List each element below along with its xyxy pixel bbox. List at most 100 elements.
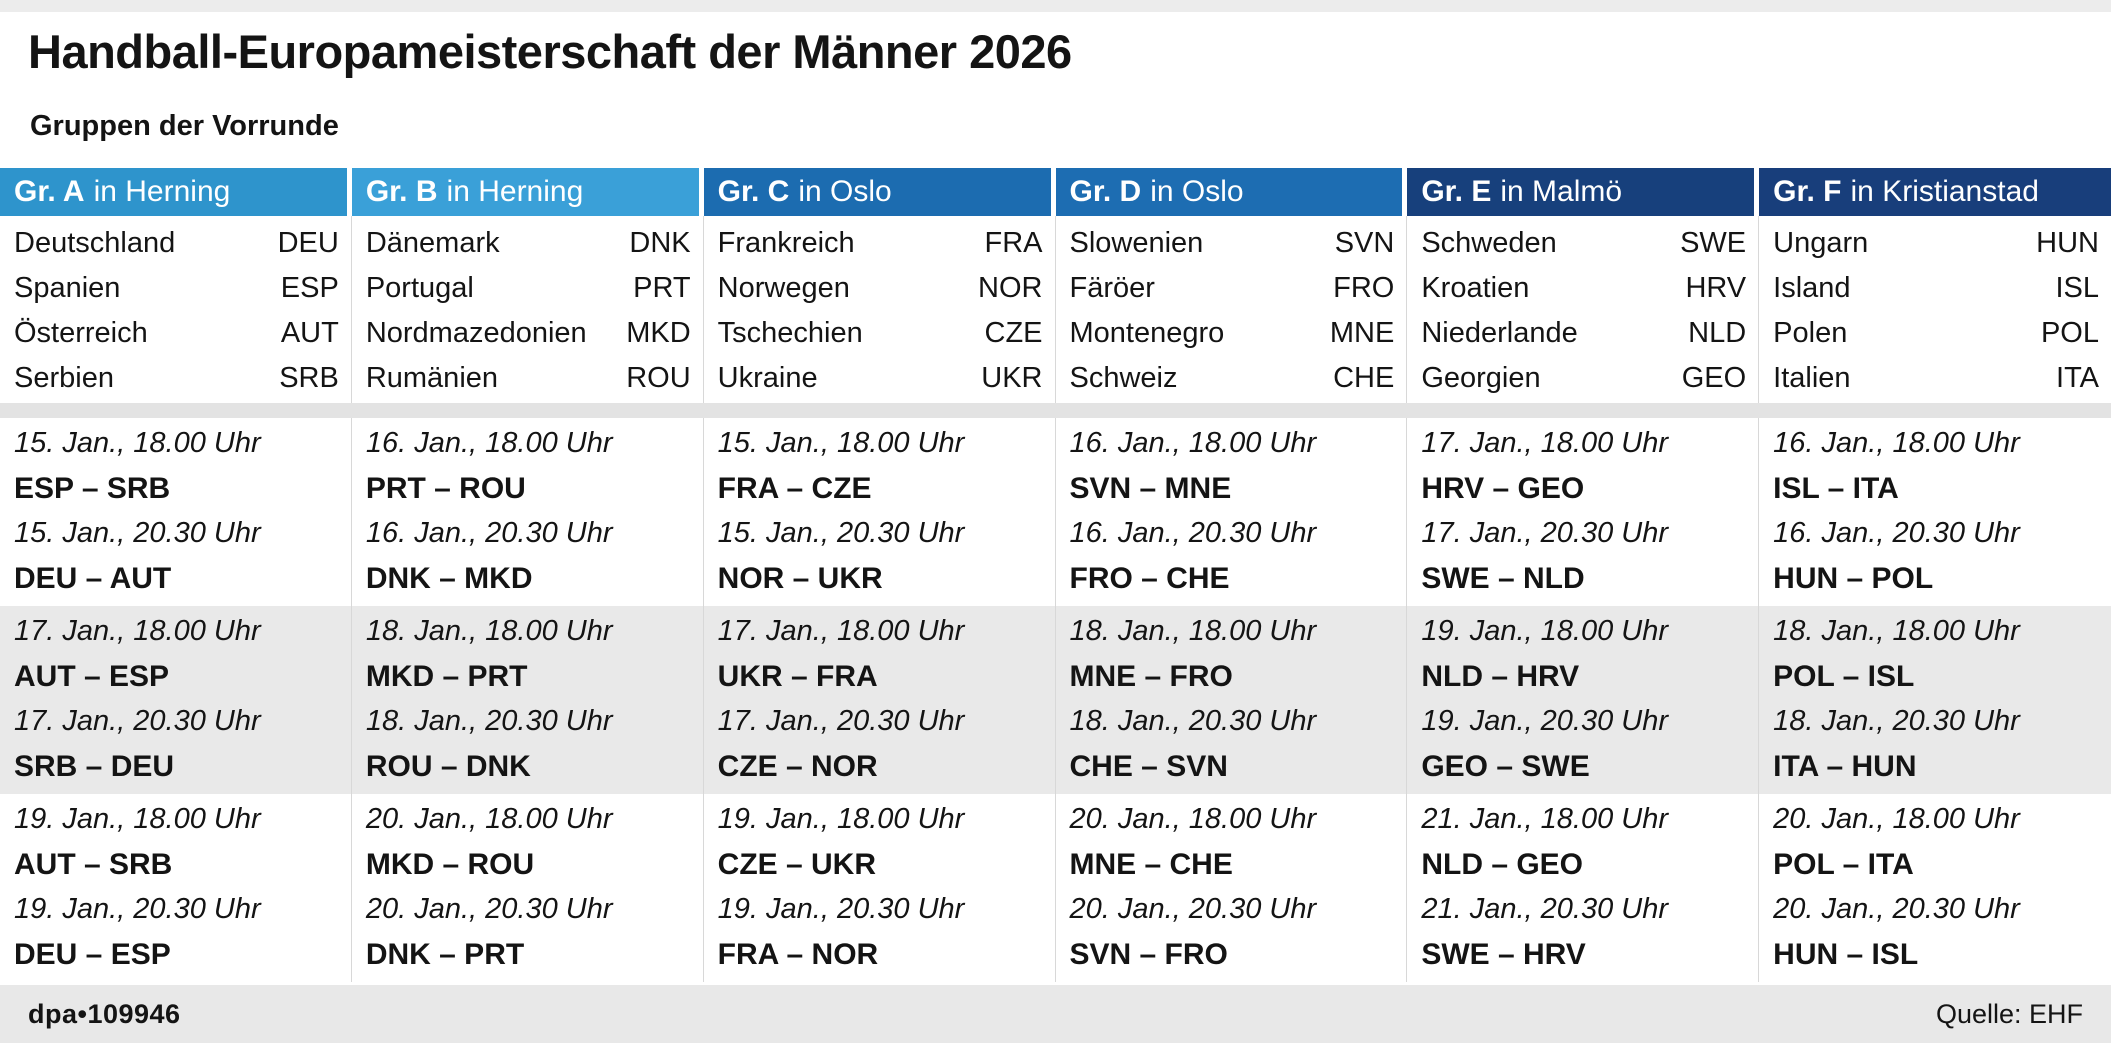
match-pairing: SRB – DEU	[14, 750, 175, 783]
team-code: SRB	[279, 362, 339, 394]
team-row: Schweden SWE	[1421, 221, 1746, 266]
team-code: CZE	[984, 317, 1043, 349]
groups-table: Gr. A in Herning Gr. B in Herning Gr. C …	[0, 168, 2111, 982]
team-name: Niederlande	[1421, 317, 1578, 349]
group-teams-column-c: Frankreich FRA Norwegen NOR Tschechien CZE …	[704, 216, 1056, 403]
match-date: 16. Jan., 20.30 Uhr	[365, 517, 613, 549]
group-venue: in Herning	[93, 175, 231, 208]
team-code: MNE	[1329, 317, 1395, 349]
match-pairing: POL – ITA	[1773, 848, 1914, 881]
team-code: ESP	[280, 272, 339, 304]
group-header-a: Gr. A in Herning	[0, 168, 347, 216]
match-date: 21. Jan., 20.30 Uhr	[1421, 893, 1668, 925]
group-schedule-column-a: 15. Jan., 18.00 Uhr ESP – SRB 15. Jan., …	[0, 418, 352, 606]
team-row: Polen POL	[1773, 311, 2099, 356]
team-row: Kroatien HRV	[1421, 266, 1746, 311]
team-code: DEU	[277, 227, 339, 259]
team-name: Norwegen	[717, 272, 850, 304]
match-pairing: HUN – POL	[1773, 562, 1934, 595]
group-schedule-column-f: 20. Jan., 18.00 Uhr POL – ITA 20. Jan., …	[1759, 794, 2111, 982]
team-code: SWE	[1680, 227, 1747, 259]
page-title: Handball-Europameisterschaft der Männer …	[28, 25, 1072, 78]
match-date: 20. Jan., 18.00 Uhr	[1069, 803, 1317, 835]
match-pairing: SWE – HRV	[1421, 938, 1586, 971]
team-name: Färöer	[1069, 272, 1155, 304]
match-pairing: FRA – CZE	[717, 472, 872, 505]
team-name: Georgien	[1421, 362, 1541, 394]
team-row: Tschechien CZE	[718, 311, 1043, 356]
group-schedule-column-a: 19. Jan., 18.00 Uhr AUT – SRB 19. Jan., …	[0, 794, 352, 982]
match-date: 16. Jan., 20.30 Uhr	[1773, 517, 2020, 549]
match-date: 20. Jan., 18.00 Uhr	[365, 803, 613, 835]
team-name: Polen	[1773, 317, 1848, 349]
match-date: 17. Jan., 20.30 Uhr	[1421, 517, 1668, 549]
match-date: 18. Jan., 20.30 Uhr	[365, 705, 613, 737]
team-name: Schweiz	[1069, 362, 1178, 394]
team-name: Slowenien	[1069, 227, 1204, 259]
team-code: NLD	[1688, 317, 1747, 349]
match-date: 18. Jan., 18.00 Uhr	[1069, 615, 1317, 647]
group-schedule-column-d: 20. Jan., 18.00 Uhr MNE – CHE 20. Jan., …	[1056, 794, 1408, 982]
team-row: Niederlande NLD	[1421, 311, 1746, 356]
team-code: ROU	[626, 362, 691, 394]
match-pairing: MKD – PRT	[365, 660, 528, 693]
match-date: 20. Jan., 20.30 Uhr	[1773, 893, 2020, 925]
team-code: ISL	[2055, 272, 2099, 304]
match-pairing: NOR – UKR	[717, 562, 883, 595]
team-row: Ungarn HUN	[1773, 221, 2099, 266]
team-code: NOR	[978, 272, 1043, 304]
team-row: Italien ITA	[1773, 356, 2099, 401]
match-date: 20. Jan., 20.30 Uhr	[365, 893, 613, 925]
schedule-band-2: 17. Jan., 18.00 Uhr AUT – ESP 17. Jan., …	[0, 606, 2111, 794]
match-pairing: NLD – HRV	[1421, 660, 1580, 693]
group-schedule-column-d: 18. Jan., 18.00 Uhr MNE – FRO 18. Jan., …	[1056, 606, 1408, 794]
top-strip	[0, 0, 2111, 12]
match-pairing: MNE – FRO	[1069, 660, 1233, 693]
group-teams-column-e: Schweden SWE Kroatien HRV Niederlande NLD G…	[1407, 216, 1760, 403]
match-date: 19. Jan., 20.30 Uhr	[717, 893, 965, 925]
group-teams-column-d: Slowenien SVN Färöer FRO Montenegro MNE Sch…	[1056, 216, 1408, 403]
match-pairing: DNK – MKD	[365, 562, 533, 595]
group-header-c: Gr. C in Oslo	[703, 168, 1051, 216]
team-row: Serbien SRB	[14, 356, 339, 401]
group-schedule-column-c: 17. Jan., 18.00 Uhr UKR – FRA 17. Jan., …	[704, 606, 1056, 794]
match-pairing: DEU – AUT	[14, 562, 172, 595]
match-date: 16. Jan., 18.00 Uhr	[1773, 427, 2020, 459]
team-row: Deutschland DEU	[14, 221, 339, 266]
match-pairing: HRV – GEO	[1421, 472, 1585, 505]
team-row: Slowenien SVN	[1070, 221, 1395, 266]
group-venue: in Oslo	[1150, 175, 1244, 208]
match-pairing: UKR – FRA	[717, 660, 878, 693]
teams-section: Deutschland DEU Spanien ESP Österreich AUT …	[0, 216, 2111, 403]
match-pairing: ESP – SRB	[14, 472, 171, 505]
group-schedule-column-e: 21. Jan., 18.00 Uhr NLD – GEO 21. Jan., …	[1407, 794, 1760, 982]
group-label: Gr. F	[1773, 175, 1842, 208]
team-code: ITA	[2056, 362, 2099, 394]
team-name: Nordmazedonien	[365, 317, 587, 349]
team-name: Dänemark	[365, 227, 500, 259]
group-label: Gr. A	[14, 175, 85, 208]
match-date: 15. Jan., 20.30 Uhr	[717, 517, 965, 549]
team-code: DNK	[629, 227, 691, 259]
group-venue: in Malmö	[1500, 175, 1623, 208]
match-pairing: ISL – ITA	[1773, 472, 1899, 505]
team-row: Georgien GEO	[1421, 356, 1746, 401]
team-code: POL	[2040, 317, 2099, 349]
match-pairing: FRA – NOR	[717, 938, 879, 971]
team-code: PRT	[633, 272, 691, 304]
match-date: 18. Jan., 20.30 Uhr	[1773, 705, 2020, 737]
team-code: AUT	[280, 317, 339, 349]
match-date: 15. Jan., 18.00 Uhr	[14, 427, 261, 459]
match-pairing: DNK – PRT	[365, 938, 525, 971]
match-date: 18. Jan., 18.00 Uhr	[365, 615, 613, 647]
team-name: Schweden	[1421, 227, 1557, 259]
match-pairing: AUT – SRB	[14, 848, 173, 881]
team-name: Serbien	[14, 362, 114, 394]
match-pairing: POL – ISL	[1773, 660, 1915, 693]
team-row: Färöer FRO	[1070, 266, 1395, 311]
match-pairing: ITA – HUN	[1773, 750, 1917, 783]
group-teams-column-b: Dänemark DNK Portugal PRT Nordmazedonien MK…	[352, 216, 704, 403]
team-row: Montenegro MNE	[1070, 311, 1395, 356]
group-schedule-column-f: 16. Jan., 18.00 Uhr ISL – ITA 16. Jan., …	[1759, 418, 2111, 606]
page-subtitle: Gruppen der Vorrunde	[30, 110, 339, 142]
